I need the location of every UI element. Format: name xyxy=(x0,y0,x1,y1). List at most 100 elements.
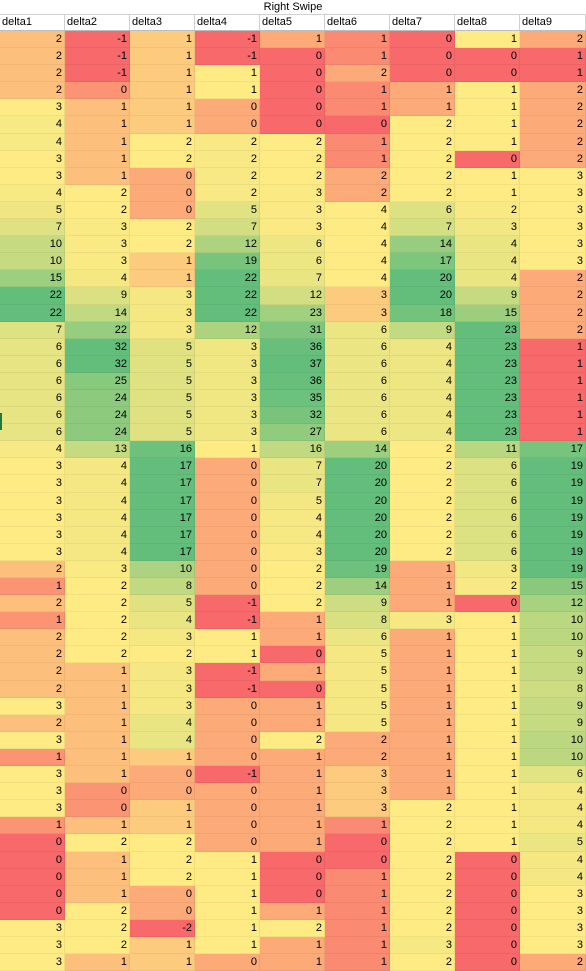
cell-delta5[interactable]: 36 xyxy=(260,372,325,390)
cell-delta4[interactable]: 0 xyxy=(195,526,260,544)
cell-delta8[interactable]: 1 xyxy=(455,184,520,202)
cell-delta1[interactable]: 3 xyxy=(0,167,65,185)
cell-delta5[interactable]: 2 xyxy=(260,560,325,578)
cell-delta8[interactable]: 0 xyxy=(455,150,520,168)
cell-delta2[interactable]: 2 xyxy=(65,595,130,613)
cell-delta8[interactable]: 15 xyxy=(455,304,520,322)
cell-delta6[interactable]: 6 xyxy=(325,321,390,339)
cell-delta3[interactable]: 1 xyxy=(130,99,195,117)
cell-delta2[interactable]: 3 xyxy=(65,253,130,271)
cell-delta1[interactable]: 3 xyxy=(0,731,65,749)
cell-delta1[interactable]: 1 xyxy=(0,578,65,596)
cell-delta4[interactable]: 0 xyxy=(195,817,260,835)
cell-delta3[interactable]: 3 xyxy=(130,304,195,322)
cell-delta7[interactable]: 2 xyxy=(390,441,455,459)
cell-delta8[interactable]: 1 xyxy=(455,133,520,151)
cell-delta5[interactable]: 5 xyxy=(260,492,325,510)
cell-delta3[interactable]: 17 xyxy=(130,458,195,476)
cell-delta9[interactable]: 3 xyxy=(520,201,586,220)
cell-delta8[interactable]: 0 xyxy=(455,65,520,83)
cell-delta4[interactable]: 3 xyxy=(195,338,260,356)
cell-delta9[interactable]: 2 xyxy=(520,99,586,117)
cell-delta6[interactable]: 1 xyxy=(325,133,390,151)
cell-delta7[interactable]: 18 xyxy=(390,304,455,322)
cell-delta8[interactable]: 1 xyxy=(455,817,520,835)
cell-delta2[interactable]: 32 xyxy=(65,355,130,373)
cell-delta2[interactable]: 2 xyxy=(65,936,130,955)
cell-delta3[interactable]: 0 xyxy=(130,167,195,185)
cell-delta9[interactable]: 1 xyxy=(520,389,586,408)
cell-delta6[interactable]: 1 xyxy=(325,868,390,886)
cell-delta9[interactable]: 9 xyxy=(520,714,586,732)
cell-delta4[interactable]: 1 xyxy=(195,885,260,903)
cell-delta6[interactable]: 2 xyxy=(325,65,390,83)
cell-delta5[interactable]: 0 xyxy=(260,868,325,886)
cell-delta5[interactable]: 3 xyxy=(260,184,325,202)
cell-delta8[interactable]: 1 xyxy=(455,663,520,681)
cell-delta7[interactable]: 4 xyxy=(390,355,455,373)
cell-delta1[interactable]: 2 xyxy=(0,82,65,100)
cell-delta9[interactable]: 19 xyxy=(520,560,586,578)
cell-delta9[interactable]: 1 xyxy=(520,372,586,390)
cell-delta3[interactable]: 0 xyxy=(130,902,195,920)
cell-delta9[interactable]: 1 xyxy=(520,355,586,373)
cell-delta6[interactable]: 3 xyxy=(325,800,390,818)
cell-delta5[interactable]: 7 xyxy=(260,475,325,493)
cell-delta2[interactable]: 3 xyxy=(65,560,130,578)
cell-delta4[interactable]: 22 xyxy=(195,304,260,322)
cell-delta9[interactable]: 2 xyxy=(520,954,586,971)
cell-delta7[interactable]: 20 xyxy=(390,287,455,305)
cell-delta4[interactable]: 0 xyxy=(195,578,260,596)
cell-delta2[interactable]: 1 xyxy=(65,868,130,886)
cell-delta7[interactable]: 14 xyxy=(390,236,455,254)
cell-delta6[interactable]: 6 xyxy=(325,629,390,647)
cell-delta6[interactable]: 3 xyxy=(325,304,390,322)
cell-delta1[interactable]: 0 xyxy=(0,902,65,920)
cell-delta2[interactable]: 1 xyxy=(65,663,130,681)
cell-delta9[interactable]: 3 xyxy=(520,936,586,955)
cell-delta1[interactable]: 3 xyxy=(0,150,65,168)
cell-delta1[interactable]: 10 xyxy=(0,253,65,271)
cell-delta8[interactable]: 1 xyxy=(455,697,520,715)
cell-delta9[interactable]: 15 xyxy=(520,578,586,596)
cell-delta9[interactable]: 17 xyxy=(520,441,586,459)
cell-delta4[interactable]: 1 xyxy=(195,868,260,886)
cell-delta4[interactable]: 0 xyxy=(195,509,260,527)
cell-delta4[interactable]: 0 xyxy=(195,458,260,476)
cell-delta7[interactable]: 2 xyxy=(390,458,455,476)
cell-delta2[interactable]: 2 xyxy=(65,919,130,937)
cell-delta1[interactable]: 2 xyxy=(0,65,65,83)
cell-delta8[interactable]: 1 xyxy=(455,82,520,100)
cell-delta5[interactable]: 0 xyxy=(260,82,325,100)
cell-delta1[interactable]: 3 xyxy=(0,954,65,971)
cell-delta6[interactable]: 20 xyxy=(325,526,390,544)
cell-delta8[interactable]: 4 xyxy=(455,236,520,254)
cell-delta5[interactable]: 3 xyxy=(260,543,325,561)
cell-delta4[interactable]: 0 xyxy=(195,543,260,561)
cell-delta2[interactable]: 1 xyxy=(65,731,130,749)
cell-delta2[interactable]: 2 xyxy=(65,902,130,920)
cell-delta2[interactable]: 1 xyxy=(65,817,130,835)
cell-delta4[interactable]: 1 xyxy=(195,851,260,869)
cell-delta4[interactable]: 1 xyxy=(195,65,260,83)
cell-delta8[interactable]: 1 xyxy=(455,99,520,117)
cell-delta6[interactable]: 6 xyxy=(325,355,390,373)
cell-delta1[interactable]: 3 xyxy=(0,458,65,476)
cell-delta1[interactable]: 6 xyxy=(0,407,65,425)
cell-delta1[interactable]: 3 xyxy=(0,526,65,544)
cell-delta4[interactable]: 1 xyxy=(195,919,260,937)
cell-delta2[interactable]: 1 xyxy=(65,954,130,971)
cell-delta5[interactable]: 0 xyxy=(260,885,325,903)
cell-delta3[interactable]: 10 xyxy=(130,560,195,578)
cell-delta8[interactable]: 0 xyxy=(455,595,520,613)
cell-delta5[interactable]: 1 xyxy=(260,834,325,852)
cell-delta2[interactable]: -1 xyxy=(65,65,130,83)
cell-delta7[interactable]: 2 xyxy=(390,543,455,561)
cell-delta6[interactable]: 1 xyxy=(325,919,390,937)
cell-delta9[interactable]: 19 xyxy=(520,475,586,493)
cell-delta2[interactable]: 0 xyxy=(65,800,130,818)
cell-delta7[interactable]: 4 xyxy=(390,372,455,390)
cell-delta2[interactable]: 2 xyxy=(65,612,130,630)
cell-delta6[interactable]: 1 xyxy=(325,48,390,66)
cell-delta9[interactable]: 2 xyxy=(520,287,586,305)
